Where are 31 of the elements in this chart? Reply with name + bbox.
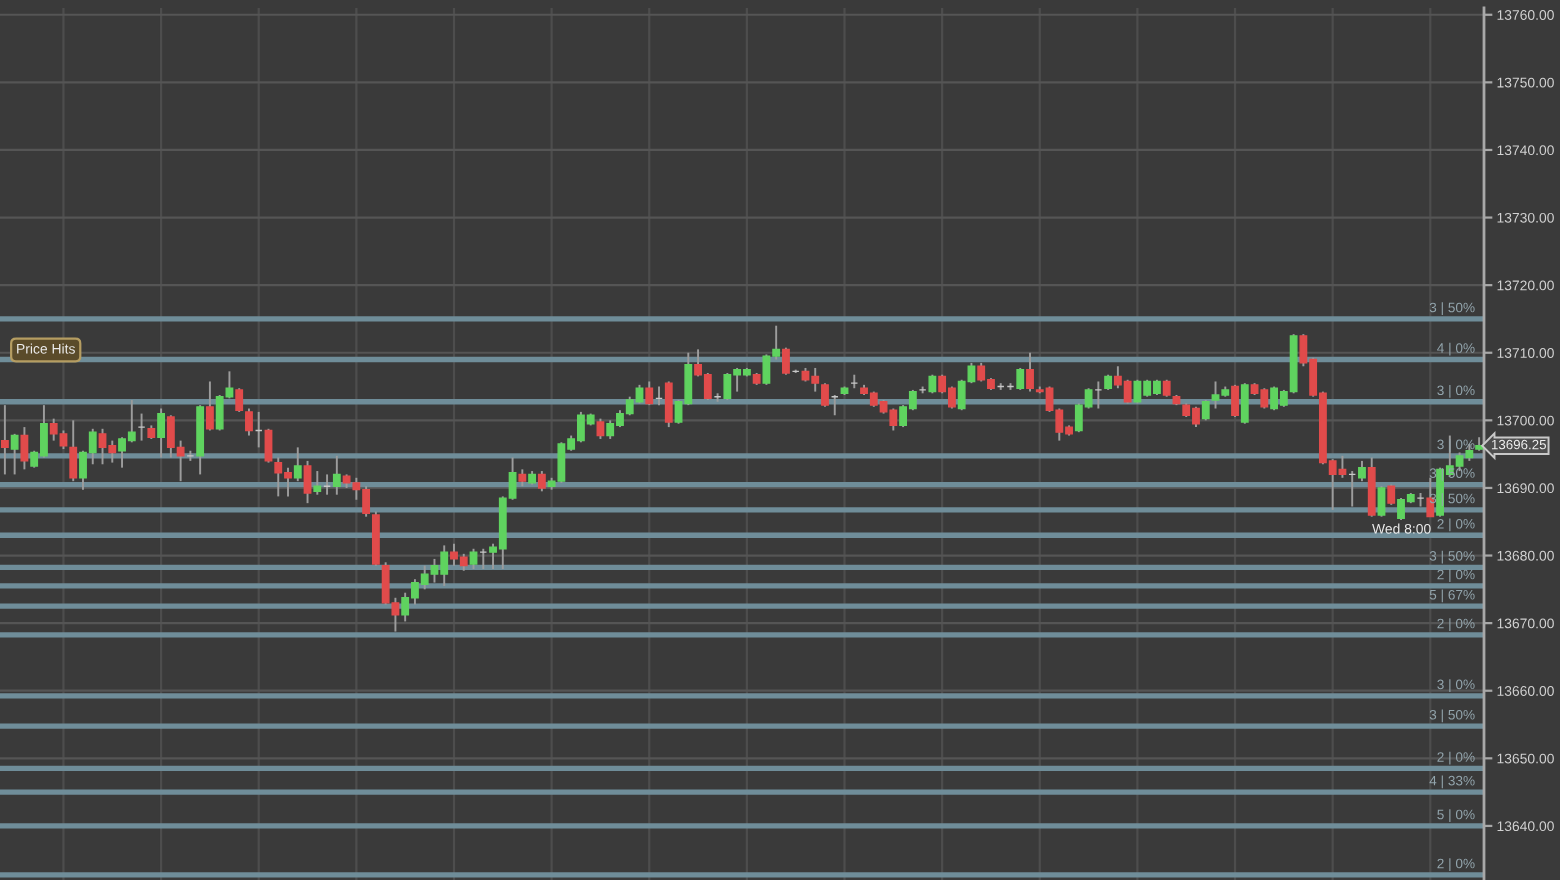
candlestick [928,373,937,395]
candlestick [1231,383,1239,418]
candlestick [157,407,166,459]
candlestick [245,407,253,437]
candlestick [537,470,546,493]
candlestick [235,387,244,413]
candlestick [293,446,302,483]
candlestick [313,470,322,496]
candlestick [664,380,673,429]
candlestick [1016,366,1025,391]
candlestick [782,346,790,376]
candlestick [645,380,654,407]
candlestick [469,547,478,571]
candlestick [1201,399,1210,422]
candlestick [1426,476,1435,518]
candlestick [1367,456,1376,518]
candlestick [1026,351,1034,393]
candlestick [10,432,19,476]
candlestick [332,454,341,496]
candlestick [596,417,605,440]
candlestick [1377,485,1386,518]
candlestick [1358,459,1366,483]
candlestick [69,419,78,483]
candlestick [821,382,829,408]
candlestick [264,427,273,464]
candlestick [1387,483,1396,506]
candlestick [1240,382,1249,425]
candlestick [205,380,214,432]
candlestick [0,404,9,476]
candlestick [303,459,312,505]
candlestick [20,426,29,471]
